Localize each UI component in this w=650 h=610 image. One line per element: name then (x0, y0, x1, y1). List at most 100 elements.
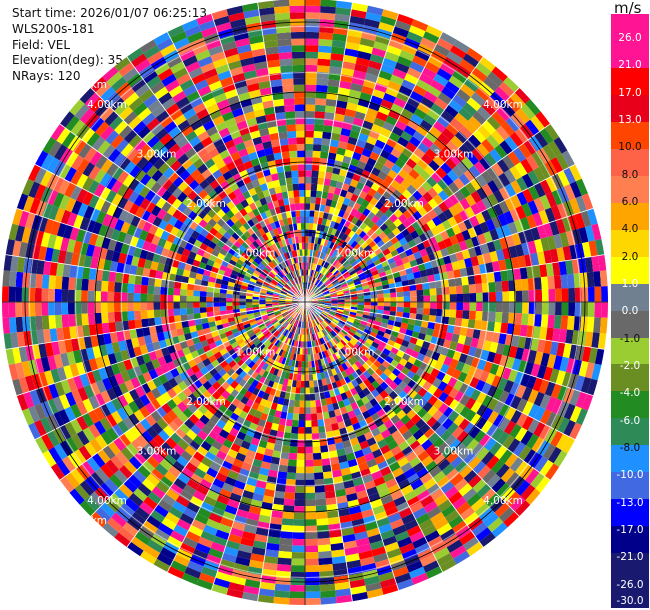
ppi-gate (521, 173, 534, 189)
ppi-gate (305, 348, 308, 355)
ppi-gate (498, 172, 511, 187)
ppi-gate (314, 203, 321, 211)
ppi-gate (406, 496, 421, 508)
ppi-gate (48, 275, 57, 289)
ppi-gate (390, 292, 398, 298)
ppi-gate (449, 358, 459, 369)
ppi-gate (392, 26, 409, 38)
ppi-gate (334, 336, 341, 343)
ppi-gate (403, 102, 417, 114)
ppi-gate (305, 190, 311, 197)
ppi-gate (390, 74, 405, 86)
ppi-gate (351, 299, 358, 302)
ppi-gate (533, 167, 546, 183)
ppi-gate (382, 143, 394, 154)
ppi-gate (426, 374, 437, 385)
ppi-gate (443, 208, 454, 220)
ppi-gate (389, 287, 397, 293)
ppi-gate (305, 367, 309, 375)
ppi-gate (551, 398, 564, 415)
ppi-gate (381, 279, 389, 286)
ppi-gate (400, 179, 411, 190)
ppi-gate (476, 302, 483, 312)
ppi-gate (539, 179, 552, 195)
ppi-gate (344, 149, 354, 158)
ppi-gate (336, 289, 344, 294)
ppi-gate (483, 76, 499, 92)
ppi-gate (561, 216, 573, 233)
ppi-gate (507, 438, 521, 453)
ppi-gate (436, 476, 451, 489)
ppi-gate (318, 550, 332, 559)
ppi-gate (520, 430, 534, 446)
ppi-gate (368, 345, 377, 353)
ppi-gate (342, 287, 350, 292)
ppi-gate (146, 302, 154, 311)
ppi-gate (329, 266, 336, 273)
ppi-gate (315, 264, 320, 272)
ppi-gate (311, 263, 316, 271)
ppi-gate (147, 317, 156, 327)
ppi-gate (396, 91, 410, 103)
ppi-gate (363, 163, 374, 173)
ppi-gate (344, 48, 359, 58)
ppi-gate (354, 235, 363, 244)
ppi-gate (527, 389, 539, 404)
ppi-gate (100, 291, 108, 302)
ppi-gate (292, 538, 305, 546)
ppi-gate (433, 517, 449, 531)
ppi-gate (385, 137, 398, 148)
ppi-gate (459, 198, 471, 210)
ppi-gate (470, 178, 482, 191)
ppi-gate (522, 188, 534, 203)
ray-divider (304, 31, 443, 303)
ppi-gate (305, 288, 307, 296)
ppi-gate (526, 433, 539, 450)
ppi-gate (532, 326, 541, 340)
ppi-gate (115, 272, 123, 283)
ppi-gate (365, 272, 373, 279)
ppi-gate (320, 238, 326, 246)
ppi-gate (343, 176, 353, 186)
ppi-gate (509, 382, 521, 396)
ppi-gate (459, 209, 470, 222)
ppi-gate (444, 81, 460, 95)
ppi-gate (305, 97, 316, 105)
ppi-gate (147, 285, 155, 295)
ppi-gate (313, 263, 318, 271)
ppi-gate (319, 251, 324, 259)
ppi-gate (345, 41, 360, 51)
ppi-gate (311, 296, 318, 300)
ppi-gate (348, 230, 356, 239)
ppi-gate (298, 420, 305, 428)
ppi-gate (498, 417, 511, 432)
ppi-gate (407, 205, 418, 215)
ppi-gate (421, 276, 429, 284)
ppi-gate (403, 291, 411, 297)
ppi-gate (401, 339, 410, 348)
ppi-gate (470, 256, 479, 267)
ppi-gate (505, 116, 520, 132)
ppi-gate (535, 476, 551, 493)
ppi-gate (381, 9, 399, 21)
ppi-gate (491, 522, 508, 538)
ppi-gate (394, 435, 406, 446)
ppi-gate (387, 339, 396, 347)
ppi-gate (500, 270, 509, 282)
ppi-gate (297, 367, 302, 375)
ppi-gate (390, 103, 404, 115)
ppi-gate (367, 375, 376, 384)
ppi-gate (330, 307, 338, 311)
ppi-gate (508, 345, 518, 359)
ppi-gate (520, 158, 534, 174)
ppi-gate (454, 148, 467, 161)
ppi-gate (479, 156, 492, 171)
ppi-gate (351, 379, 359, 388)
ppi-gate (419, 169, 431, 181)
ppi-gate (548, 140, 562, 158)
ppi-gate (549, 341, 559, 356)
ppi-gate (346, 341, 354, 349)
ppi-gate (398, 85, 413, 97)
ppi-gate (455, 361, 465, 372)
ppi-gate (376, 155, 388, 166)
